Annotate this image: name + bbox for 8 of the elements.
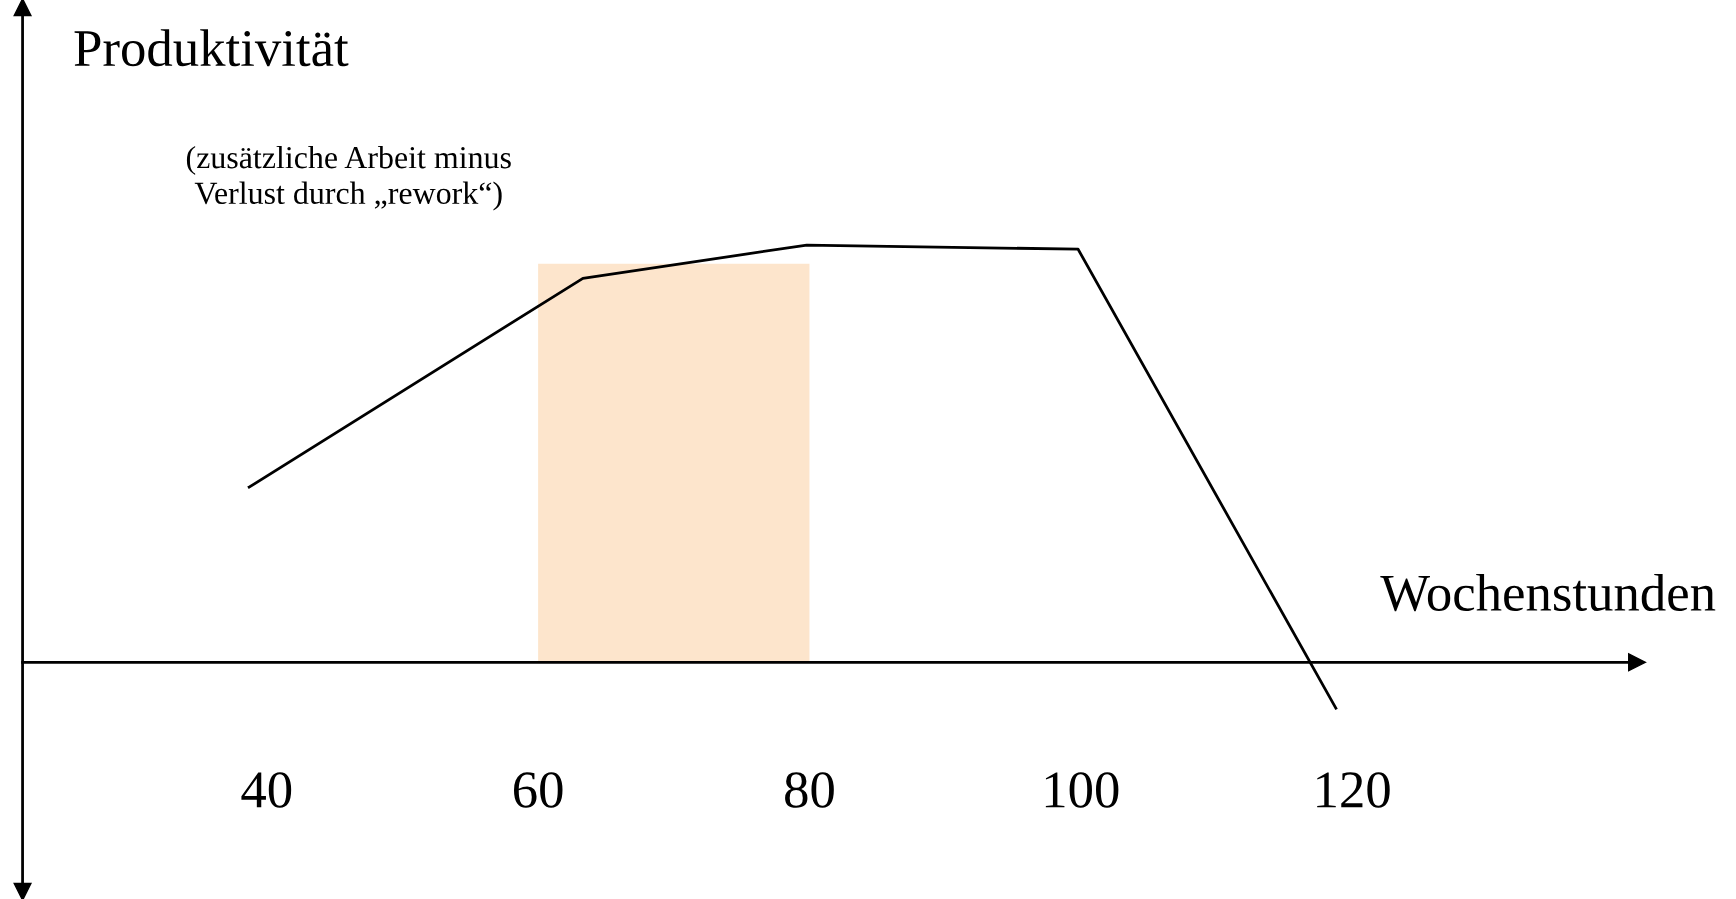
x-tick-label: 100 xyxy=(1045,772,1119,808)
x-axis-title: Wochenstunden xyxy=(1380,573,1716,612)
x-tick-label: 40 xyxy=(241,772,292,808)
text: (zusätzliche Arbeit minus Verlust durch „rework“) xyxy=(186,145,511,211)
x-tick-label: 80 xyxy=(785,772,834,808)
x-tick-label: 120 xyxy=(1317,772,1390,808)
x-tick-label: 60 xyxy=(514,772,563,808)
y-axis-title: Produktivität xyxy=(74,29,349,67)
